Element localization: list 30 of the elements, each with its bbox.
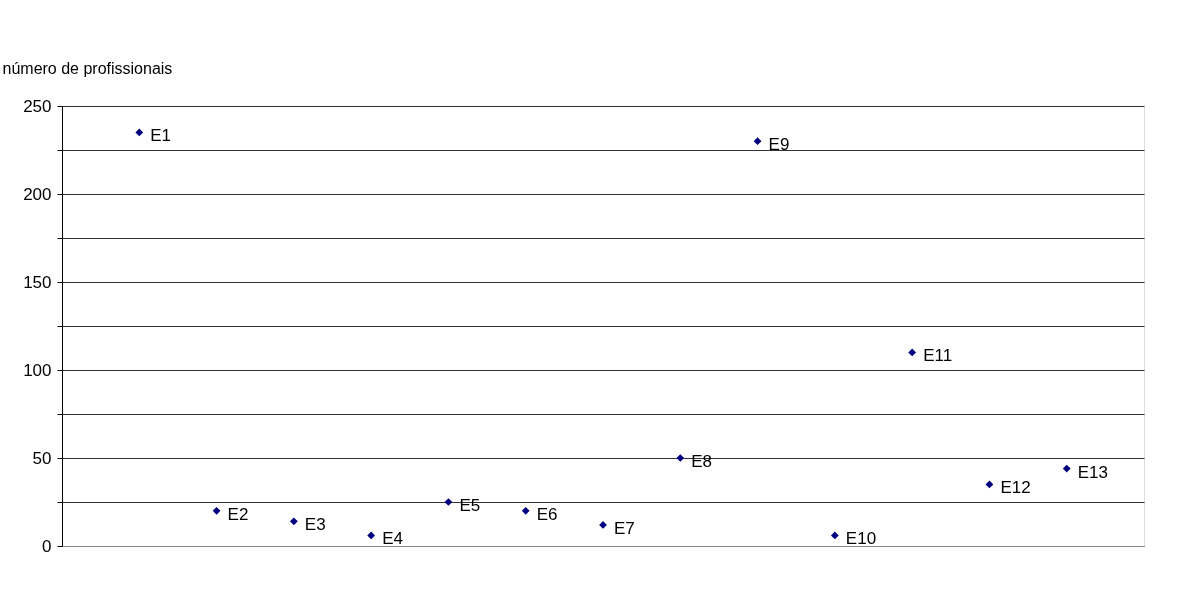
y-axis-title: número de profissionais	[2, 59, 173, 77]
data-label: E4	[382, 529, 403, 549]
data-label: E11	[923, 346, 953, 366]
y-tick-label: 50	[32, 448, 52, 468]
y-tick-label: 100	[23, 360, 52, 380]
y-tick-label: 200	[23, 184, 52, 204]
point	[289, 517, 298, 526]
data-label: E6	[536, 504, 558, 524]
point	[135, 128, 144, 137]
point	[753, 137, 762, 146]
y-tick-label: 250	[23, 96, 52, 116]
point	[985, 480, 994, 489]
data-label: E10	[845, 529, 877, 549]
data-label: E13	[1077, 462, 1108, 482]
point	[444, 498, 453, 506]
point	[676, 454, 685, 462]
data-label: E9	[768, 135, 790, 155]
point	[1062, 464, 1071, 473]
point	[908, 348, 917, 357]
y-tick-label: 150	[23, 272, 52, 292]
y-tick-label: 0	[42, 536, 52, 556]
point	[367, 531, 376, 540]
point	[521, 506, 530, 515]
data-label: E3	[304, 515, 326, 535]
data-label: E12	[1000, 478, 1031, 498]
point	[212, 506, 221, 515]
data-label: E1	[150, 126, 172, 146]
data-label: E2	[227, 504, 249, 524]
point	[830, 531, 839, 540]
data-label: E7	[614, 518, 635, 538]
